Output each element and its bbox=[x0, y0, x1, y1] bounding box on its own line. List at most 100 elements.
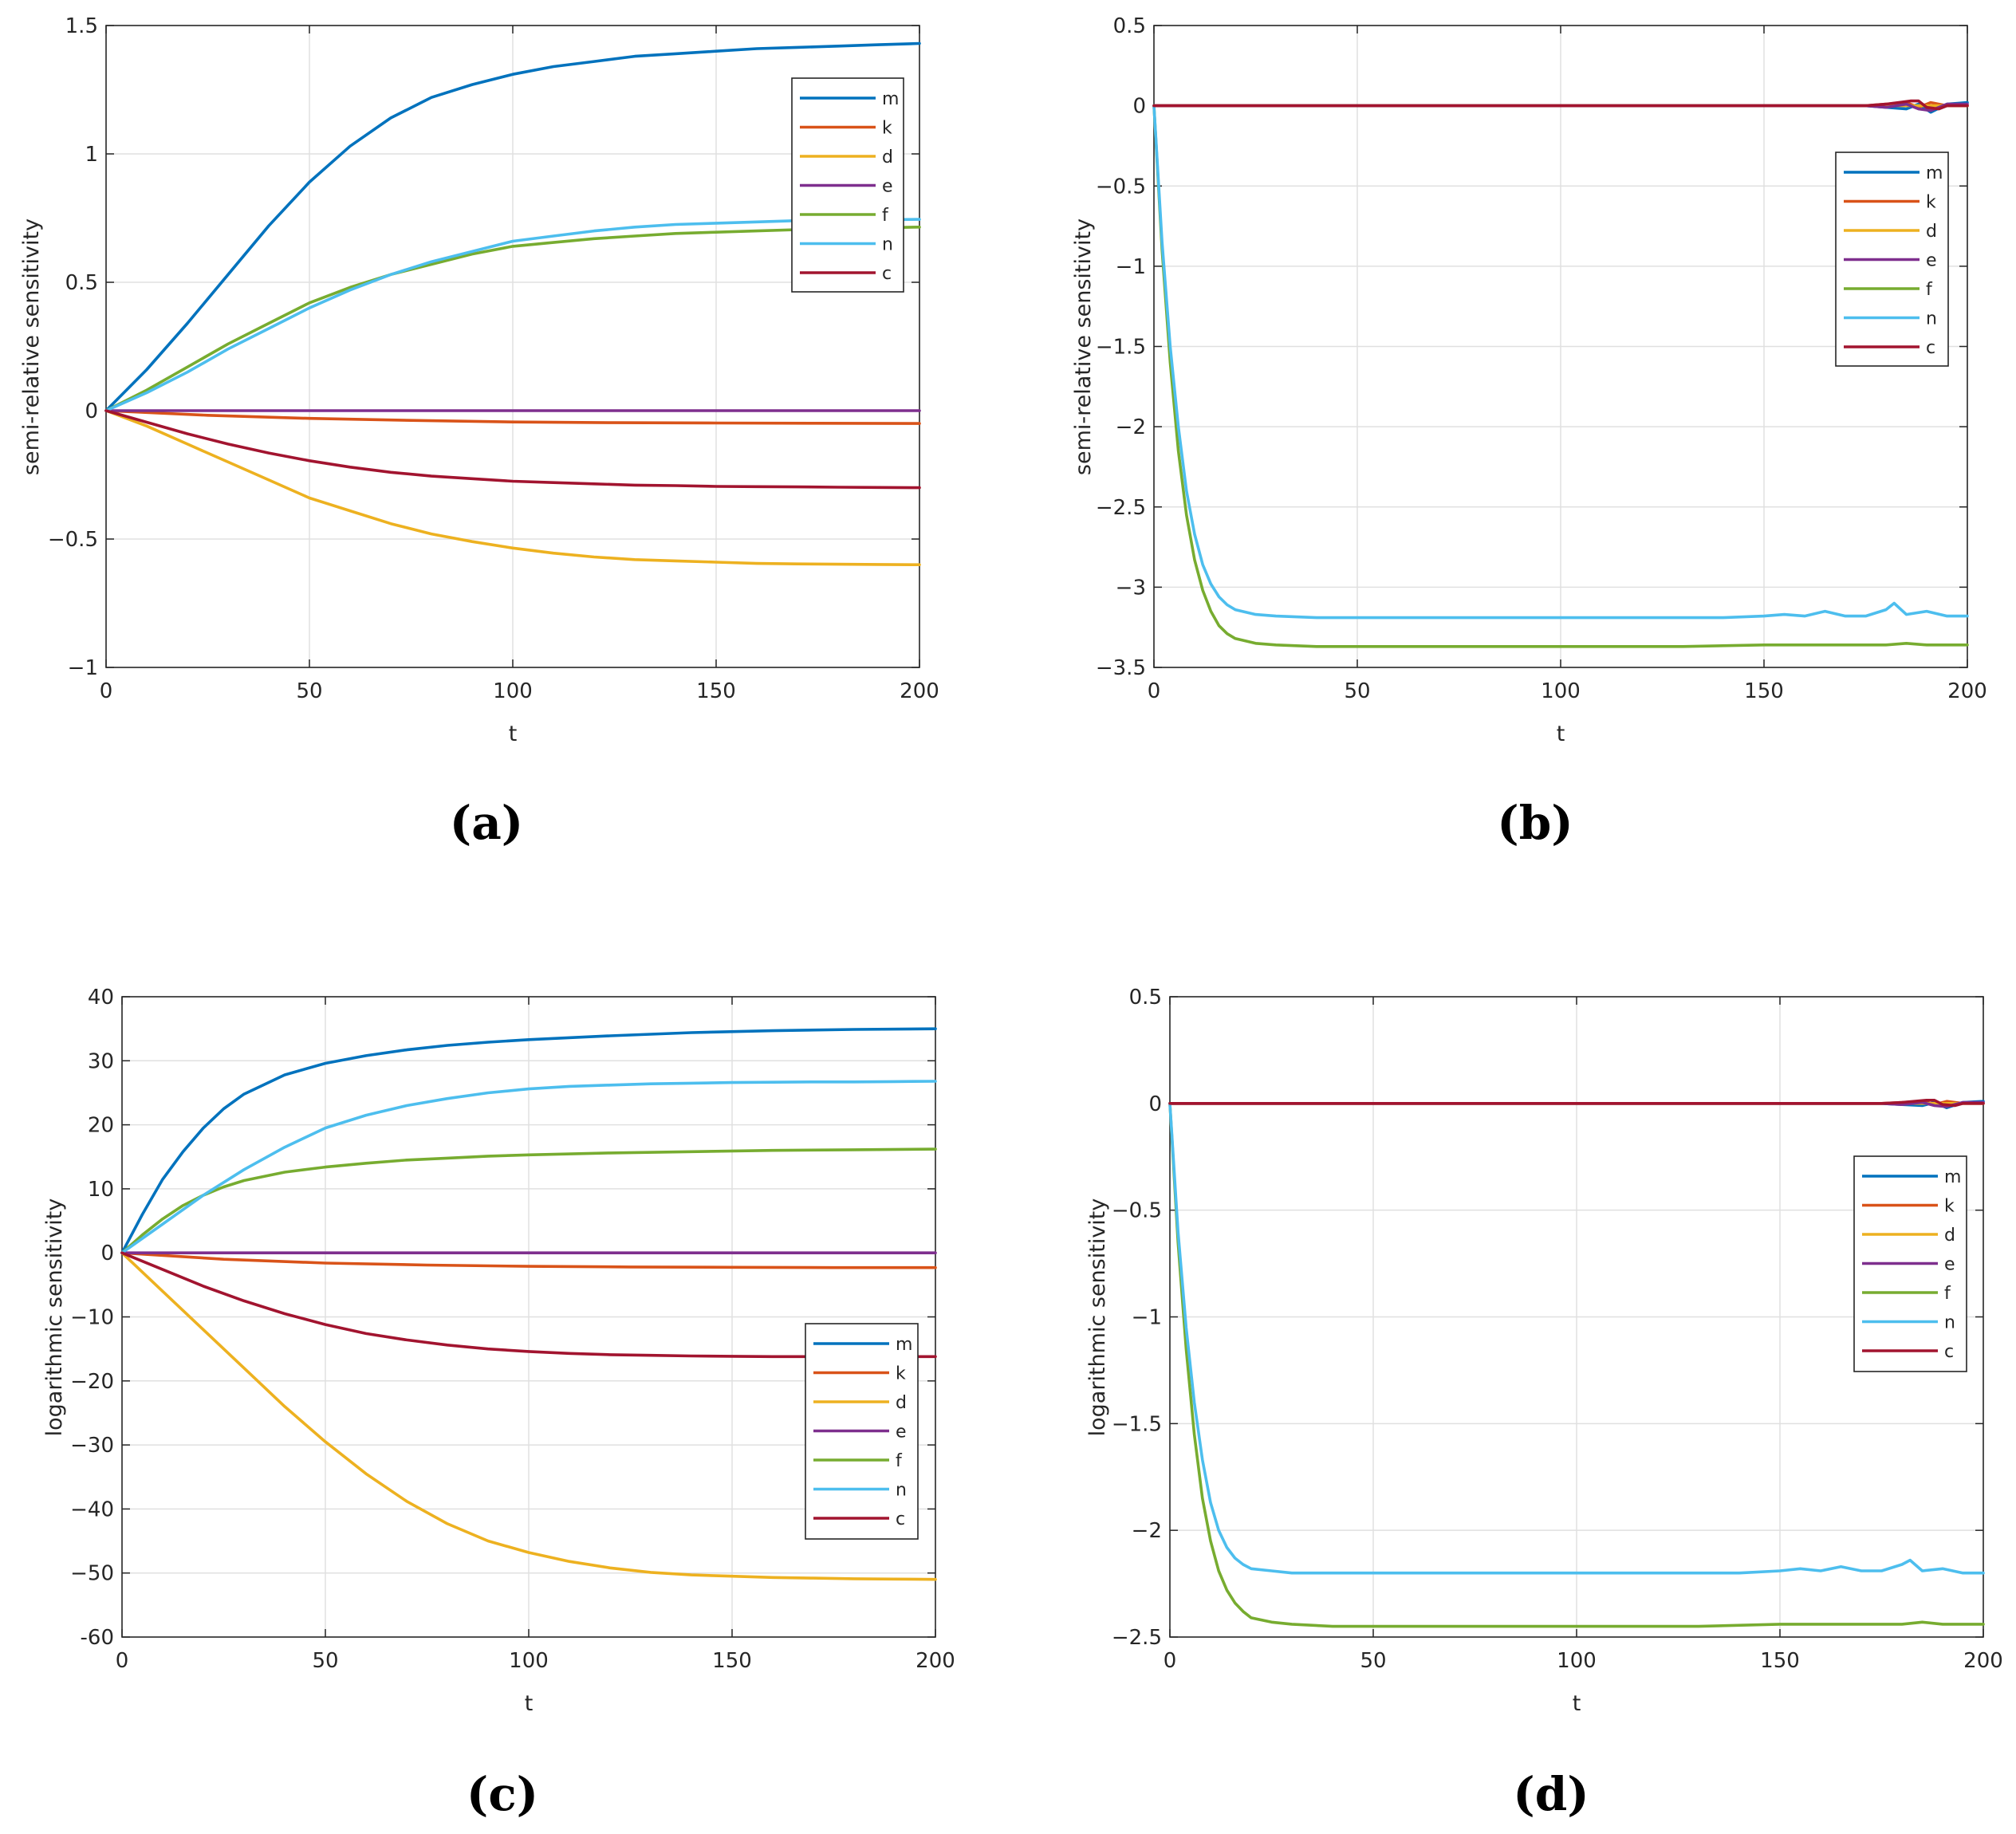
legend-label-f: f bbox=[1944, 1284, 1951, 1304]
panel-b-ytick-label: −2 bbox=[1116, 415, 1146, 439]
panel-b-ytick-label: −3 bbox=[1116, 576, 1146, 600]
panel-c-ytick-label: −10 bbox=[70, 1306, 114, 1330]
panel-c-ylabel: logarithmic sensitivity bbox=[42, 1198, 67, 1437]
panel-b-xtick-label: 150 bbox=[1744, 679, 1784, 703]
panel-b-ylabel: semi-relative sensitivity bbox=[1071, 218, 1096, 475]
panel-d-ytick-label: −1 bbox=[1132, 1306, 1162, 1330]
panel-d-ytick-label: 0.5 bbox=[1129, 986, 1162, 1009]
panel-d-ytick-label: −0.5 bbox=[1112, 1199, 1162, 1223]
panel-d-ytick-label: −2 bbox=[1132, 1519, 1162, 1543]
panel-c-xtick-label: 50 bbox=[312, 1649, 338, 1673]
legend-label-m: m bbox=[1926, 163, 1943, 183]
panel-c-xtick-label: 150 bbox=[712, 1649, 752, 1673]
panel-d-xtick-label: 0 bbox=[1164, 1649, 1177, 1673]
panel-b-ytick-label: −0.5 bbox=[1096, 175, 1146, 199]
series-line-k bbox=[120, 1251, 937, 1269]
panel-c-xtick-label: 200 bbox=[915, 1649, 955, 1673]
legend-label-n: n bbox=[1944, 1313, 1955, 1333]
panel-a-ytick-label: 0.5 bbox=[65, 271, 98, 295]
panel-a-xtick-label: 50 bbox=[296, 679, 322, 703]
series-line-n bbox=[1152, 104, 1969, 620]
panel-c-ytick-label: −40 bbox=[70, 1498, 114, 1521]
panel-c-ticks: 0 50 100 150 200 -60 −50 −40 −30 −20 −10 0 10 20 30 40 bbox=[70, 986, 955, 1673]
legend-label-c: c bbox=[882, 264, 892, 284]
legend-label-e: e bbox=[896, 1423, 907, 1442]
panel-c-xlabel: t bbox=[525, 1691, 534, 1716]
panel-c-ytick-label: 20 bbox=[88, 1114, 114, 1138]
panel-b-lines bbox=[1152, 99, 1969, 648]
panel-c-ytick-label: −20 bbox=[70, 1370, 114, 1394]
panel-b-xtick-label: 100 bbox=[1541, 679, 1581, 703]
panel-a: 0 50 100 150 200 −1 −0.5 0 0.5 1 1.5 t semi-relati… bbox=[19, 14, 939, 850]
legend-label-d: d bbox=[1926, 222, 1937, 242]
panel-b-ytick-label: −3.5 bbox=[1096, 656, 1146, 680]
panel-b-xtick-label: 0 bbox=[1148, 679, 1161, 703]
panel-a-ytick-label: −1 bbox=[68, 656, 98, 680]
panel-b-ytick-label: −1 bbox=[1116, 255, 1146, 279]
panel-c-ytick-label: 40 bbox=[88, 986, 114, 1009]
legend-label-e: e bbox=[1944, 1255, 1955, 1275]
legend-label-e: e bbox=[1926, 251, 1937, 271]
series-line-c bbox=[104, 409, 921, 490]
panel-a-xtick-label: 200 bbox=[900, 679, 939, 703]
panel-b-xtick-label: 50 bbox=[1344, 679, 1370, 703]
legend-label-c: c bbox=[896, 1509, 905, 1529]
legend-label-d: d bbox=[882, 148, 893, 167]
legend-label-e: e bbox=[882, 177, 893, 197]
series-line-f bbox=[1152, 104, 1969, 648]
series-line-f bbox=[1168, 1102, 1985, 1628]
panel-c-ytick-label: -60 bbox=[81, 1626, 114, 1650]
panel-a-xtick-label: 0 bbox=[100, 679, 113, 703]
legend-label-n: n bbox=[896, 1481, 907, 1501]
series-line-m bbox=[120, 1027, 937, 1254]
legend-label-f: f bbox=[882, 206, 889, 226]
panel-b-ytick-label: 0.5 bbox=[1113, 14, 1146, 38]
panel-d-ylabel: logarithmic sensitivity bbox=[1085, 1198, 1110, 1437]
panel-b-xtick-label: 200 bbox=[1947, 679, 1987, 703]
panel-d-ytick-label: −2.5 bbox=[1112, 1626, 1162, 1650]
panel-d-xtick-label: 150 bbox=[1760, 1649, 1800, 1673]
legend-label-d: d bbox=[1944, 1226, 1955, 1246]
series-line-n bbox=[120, 1080, 937, 1254]
panel-b: 0 50 100 150 200 −3.5 −3 −2.5 −2 −1.5 −1 −0.5 0 0.5 t… bbox=[1071, 14, 1987, 850]
panel-c-ytick-label: 0 bbox=[100, 1242, 114, 1265]
panel-d-xtick-label: 200 bbox=[1963, 1649, 2003, 1673]
panel-b-xlabel: t bbox=[1557, 722, 1565, 746]
panel-b-caption: (b) bbox=[1497, 796, 1573, 850]
panel-d-lines bbox=[1168, 1099, 1985, 1628]
series-line-d bbox=[104, 409, 921, 567]
legend-label-m: m bbox=[882, 89, 899, 109]
panel-a-caption: (a) bbox=[450, 796, 523, 850]
panel-b-ytick-label: 0 bbox=[1132, 95, 1146, 119]
panel-d: 0 50 100 150 200 −2.5 −2 −1.5 −1 −0.5 0 0.5 t logar… bbox=[1085, 986, 2003, 1821]
panel-a-ytick-label: 0 bbox=[85, 399, 98, 423]
series-line-c bbox=[1168, 1099, 1985, 1108]
legend-label-f: f bbox=[896, 1451, 903, 1471]
legend-label-n: n bbox=[882, 235, 893, 255]
panel-b-ytick-label: −2.5 bbox=[1096, 496, 1146, 520]
panel-a-ylabel: semi-relative sensitivity bbox=[19, 218, 44, 475]
panel-a-ticks: 0 50 100 150 200 −1 −0.5 0 0.5 1 1.5 bbox=[48, 14, 939, 703]
panel-c-xtick-label: 0 bbox=[116, 1649, 129, 1673]
panel-c-ytick-label: −30 bbox=[70, 1434, 114, 1458]
panel-a-ytick-label: −0.5 bbox=[48, 528, 98, 552]
series-line-f bbox=[104, 225, 921, 412]
series-line-n bbox=[1168, 1102, 1985, 1575]
panel-a-xlabel: t bbox=[509, 722, 518, 746]
series-line-k bbox=[104, 409, 921, 425]
panel-a-lines bbox=[104, 41, 921, 567]
series-line-f bbox=[120, 1147, 937, 1254]
panel-d-xtick-label: 50 bbox=[1360, 1649, 1386, 1673]
panel-c-ytick-label: 10 bbox=[88, 1178, 114, 1202]
panel-c-lines bbox=[120, 1027, 937, 1581]
panel-a-ytick-label: 1 bbox=[85, 143, 98, 167]
panel-d-xtick-label: 100 bbox=[1557, 1649, 1597, 1673]
panel-d-xlabel: t bbox=[1573, 1691, 1581, 1716]
legend-label-c: c bbox=[1926, 338, 1935, 358]
panel-c-caption: (c) bbox=[467, 1767, 538, 1821]
panel-d-ytick-label: 0 bbox=[1148, 1092, 1162, 1116]
